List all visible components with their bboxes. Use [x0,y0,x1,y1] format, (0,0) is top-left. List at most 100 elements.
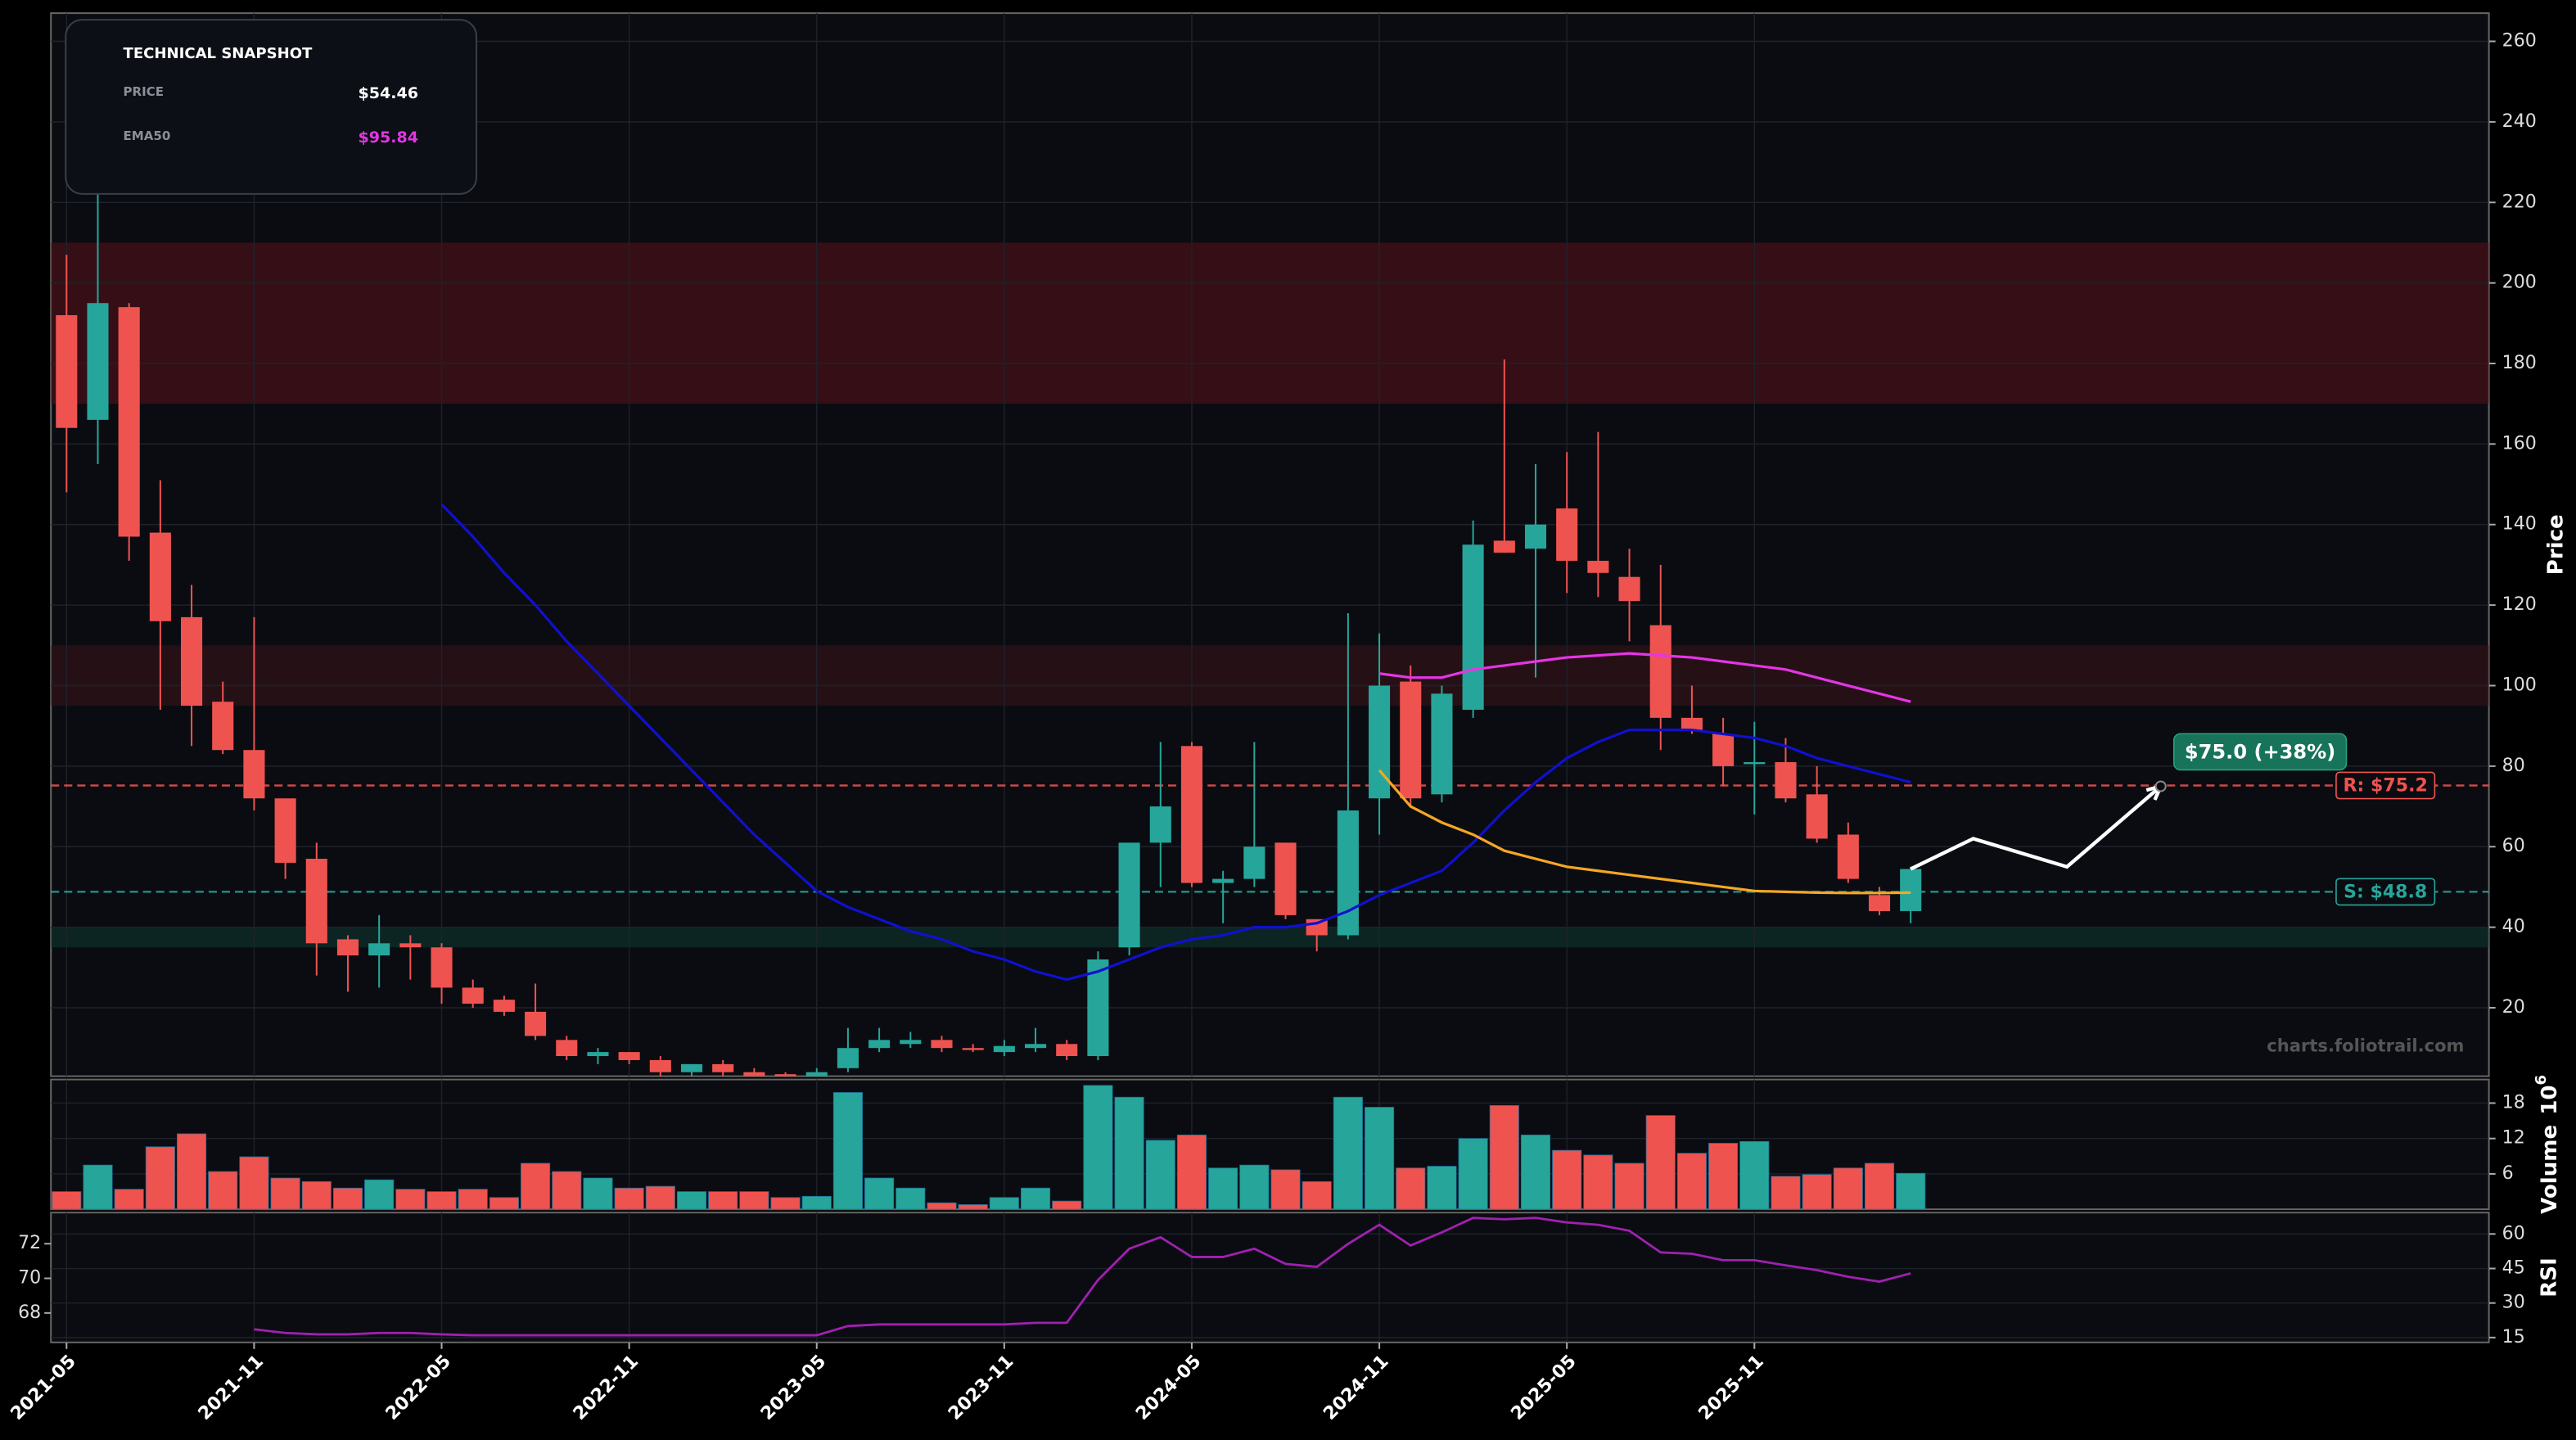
y-tick-label: 260 [2502,31,2537,52]
volume-exponent: 6 [2533,1075,2550,1086]
candle-body [1868,895,1891,911]
volume-bar [708,1191,738,1210]
zone [51,242,2489,404]
volume-bar [83,1164,113,1210]
volume-bar [1020,1187,1051,1210]
volume-bar [1145,1140,1175,1210]
candle-body [962,1048,984,1050]
volume-bar [1896,1172,1926,1210]
volume-bar [1052,1200,1082,1210]
candle-body [1149,806,1171,843]
volume-bar [1176,1134,1207,1210]
volume-bar [896,1187,926,1210]
y-tick-label: 45 [2502,1258,2525,1279]
candle-body [743,1072,765,1077]
volume-bar [1552,1149,1582,1210]
candle-body [1618,576,1640,602]
zone [51,927,2489,948]
volume-bar [958,1204,988,1210]
watermark: charts.foliotrail.com [2267,1035,2464,1055]
candle-body [1712,734,1735,766]
volume-bar [1270,1169,1301,1210]
volume-bar [332,1187,363,1210]
candle-body [87,303,109,420]
candle-body [1744,761,1766,765]
snapshot-title: TECHNICAL SNAPSHOT [124,45,314,62]
volume-bar [395,1189,426,1210]
candle-body [1024,1044,1047,1049]
candle-body [900,1040,922,1045]
volume-bar [1302,1180,1332,1210]
candle-body [1274,842,1297,915]
volume-bar [1708,1143,1739,1210]
y-tick-label: 140 [2502,514,2537,535]
candle-body [1493,540,1515,553]
projection-label-box [2172,733,2348,771]
candle-body [618,1052,640,1060]
volume-bar [176,1133,207,1210]
y-tick-label: 120 [2502,594,2537,615]
candle-body [399,943,422,948]
projection-target [2154,780,2167,792]
y-tick-label: 68 [18,1302,41,1323]
candle-body [274,798,296,863]
y-tick-label: 18 [2502,1092,2525,1113]
y-tick-label: 100 [2502,675,2537,696]
y-tick-label: 30 [2502,1293,2525,1313]
candle-body [56,314,78,428]
volume-bar [521,1162,551,1210]
volume-offset: 10 [2537,1086,2561,1115]
candle-body [493,1000,515,1012]
candle-body [805,1072,828,1077]
volume-bar [426,1191,457,1210]
volume-bar [145,1146,175,1210]
volume-bar [301,1180,332,1210]
candle-body [993,1045,1015,1053]
candle-body [305,859,327,944]
volume-bar [208,1171,238,1210]
candle-body [336,939,359,956]
candle-body [1806,794,1828,839]
volume-bar [1771,1176,1801,1210]
panel [50,1078,2490,1211]
y-tick-label: 20 [2502,997,2525,1018]
candle-body [680,1063,703,1072]
volume-bar [1739,1140,1770,1210]
volume-bar [52,1191,82,1210]
candle-body [1337,810,1359,936]
volume-bar [739,1191,769,1210]
volume-bar [1489,1104,1519,1210]
volume-bar [583,1177,613,1210]
projection-label: $75.0 (+38%) [2185,740,2335,763]
overlay-line [1378,652,1911,703]
volume-bar [458,1189,488,1210]
volume-bar [1114,1096,1144,1210]
candle-body [1837,834,1859,879]
snapshot-label: PRICE [124,84,165,99]
volume-bar [1208,1167,1238,1210]
y-tick-label: 15 [2502,1327,2525,1347]
volume-bar [801,1195,832,1210]
y-tick-label: 72 [18,1233,41,1253]
panel [50,1212,2490,1343]
y-tick-label: 40 [2502,917,2525,937]
candle-body [181,616,203,706]
volume-bar [1645,1115,1676,1210]
candle-body [1180,746,1203,883]
volume-bar [1802,1174,1832,1210]
y-tick-label: 220 [2502,192,2537,212]
volume-bar [1614,1162,1644,1210]
volume-bar [1833,1167,1863,1210]
candle-body [1056,1044,1078,1057]
volume-bar [239,1156,269,1210]
volume-bar [270,1177,300,1210]
volume-bar [927,1202,957,1210]
volume-axis-label: Volume 106 [2533,1075,2562,1214]
rsi-axis-label: RSI [2537,1257,2561,1298]
candle-body [1243,846,1265,879]
snapshot-value: $95.84 [359,129,419,147]
volume-bar [1427,1166,1457,1210]
candle-body [1649,625,1671,718]
zone [51,645,2489,706]
